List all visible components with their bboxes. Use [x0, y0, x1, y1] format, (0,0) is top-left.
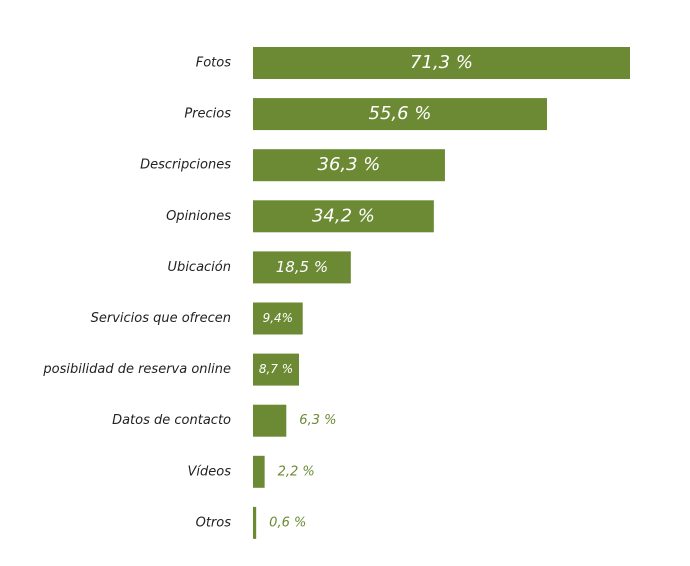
value-label: 9,4% — [263, 311, 294, 325]
value-label: 0,6 % — [269, 515, 306, 530]
bar — [253, 200, 434, 233]
value-label: 55,6 % — [369, 103, 432, 124]
bar — [253, 302, 303, 335]
category-label: Descripciones — [140, 158, 231, 173]
value-label: 18,5 % — [276, 258, 328, 276]
category-label: Otros — [196, 515, 232, 530]
bar — [253, 47, 630, 79]
bar — [253, 149, 445, 182]
bar — [253, 251, 351, 284]
value-label: 2,2 % — [278, 464, 315, 479]
category-label: Opiniones — [166, 209, 231, 224]
bar — [253, 455, 265, 488]
category-label: Ubicación — [168, 260, 231, 275]
category-label: Precios — [184, 107, 231, 122]
value-label: 36,3 % — [318, 154, 381, 175]
bar — [253, 353, 300, 386]
bar — [253, 98, 547, 131]
value-label: 8,7 % — [259, 362, 293, 376]
category-label: posibilidad de reserva online — [42, 362, 231, 377]
bar — [253, 404, 287, 437]
value-label: 6,3 % — [299, 413, 336, 428]
value-label: 34,2 % — [312, 205, 375, 226]
value-label: 71,3 % — [410, 52, 473, 73]
category-label: Servicios que ofrecen — [91, 311, 231, 326]
bar — [253, 506, 257, 539]
category-label: Vídeos — [188, 464, 232, 479]
category-label: Datos de contacto — [112, 413, 231, 428]
category-label: Fotos — [196, 56, 231, 71]
